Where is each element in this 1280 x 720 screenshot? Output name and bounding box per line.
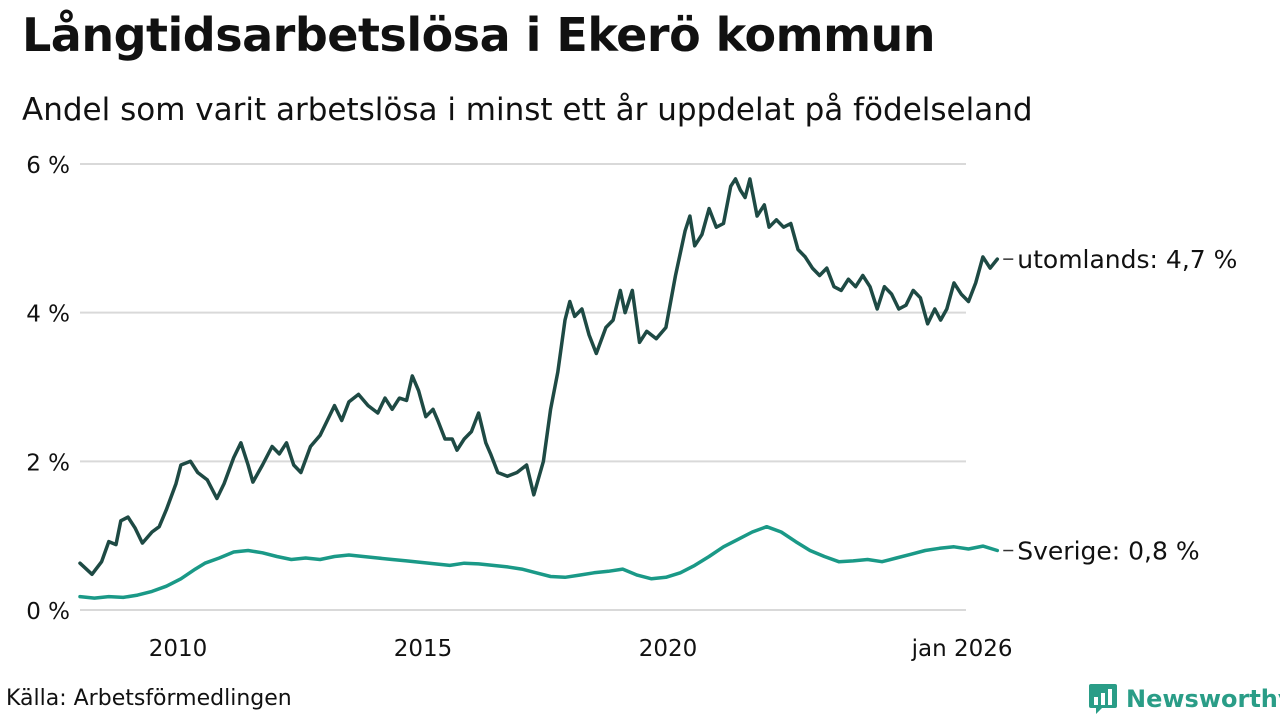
y-tick-label: 2 %	[26, 450, 70, 476]
y-tick-label: 0 %	[26, 599, 70, 625]
y-axis: 0 % 2 % 4 % 6 %	[26, 153, 70, 625]
chart-title: Långtidsarbetslösa i Ekerö kommun	[22, 8, 936, 62]
x-tick-label: 2015	[394, 636, 453, 662]
chart-subtitle: Andel som varit arbetslösa i minst ett å…	[22, 92, 1033, 128]
series-line-utomlands	[78, 177, 1000, 577]
y-tick-label: 6 %	[26, 153, 70, 179]
brand-logo[interactable]: Newsworthy	[1088, 682, 1280, 716]
x-tick-label: 2010	[149, 636, 208, 662]
series-line-sverige	[78, 524, 1000, 600]
x-axis: 2010 2015 2020 jan 2026	[149, 636, 1013, 662]
x-tick-label: 2020	[639, 636, 698, 662]
grid-layer	[80, 163, 966, 611]
line-chart: 0 % 2 % 4 % 6 % 2010 2015 2020 jan 2026 utomla…	[26, 153, 1237, 662]
end-label-sverige: Sverige: 0,8 %	[1017, 537, 1199, 566]
y-tick-label: 4 %	[26, 302, 70, 328]
series-layer	[78, 177, 1000, 600]
x-tick-label: jan 2026	[911, 636, 1013, 662]
brand-name: Newsworthy	[1126, 685, 1280, 713]
newsworthy-logo-icon	[1089, 684, 1117, 714]
end-label-utomlands: utomlands: 4,7 %	[1017, 245, 1237, 274]
end-label-layer: utomlands: 4,7 % Sverige: 0,8 %	[1003, 245, 1237, 566]
source-note: Källa: Arbetsförmedlingen	[6, 686, 292, 711]
